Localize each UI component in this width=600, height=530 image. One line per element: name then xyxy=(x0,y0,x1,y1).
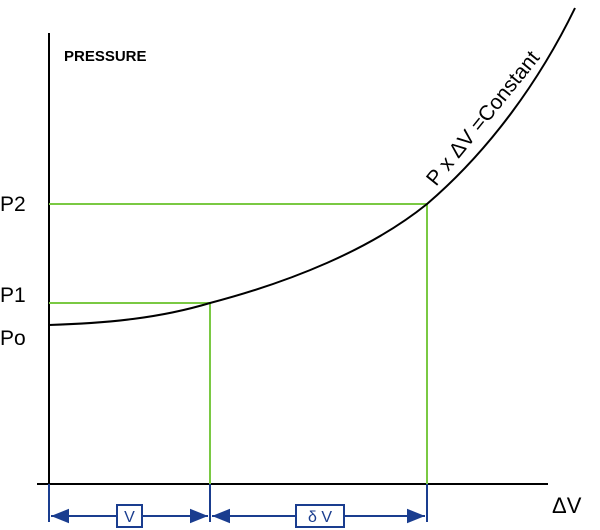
p1-level-label: P1 xyxy=(0,284,26,307)
p2-level-label: P2 xyxy=(0,193,26,216)
x-axis-label: ΔV xyxy=(552,493,582,518)
v-label-box xyxy=(116,504,143,528)
y-axis-label: PRESSURE xyxy=(64,48,147,65)
delta-v-dimension-label: δ V xyxy=(308,509,332,526)
v-dimension-label: V xyxy=(124,509,135,526)
guide-lines xyxy=(49,203,428,484)
po-level-label: Po xyxy=(0,327,26,350)
delta-v-label-box xyxy=(295,504,345,528)
pressure-curve xyxy=(48,7,576,326)
dimension-markers xyxy=(48,484,428,524)
curve-equation-label: P x ΔV =Constant xyxy=(422,47,544,191)
